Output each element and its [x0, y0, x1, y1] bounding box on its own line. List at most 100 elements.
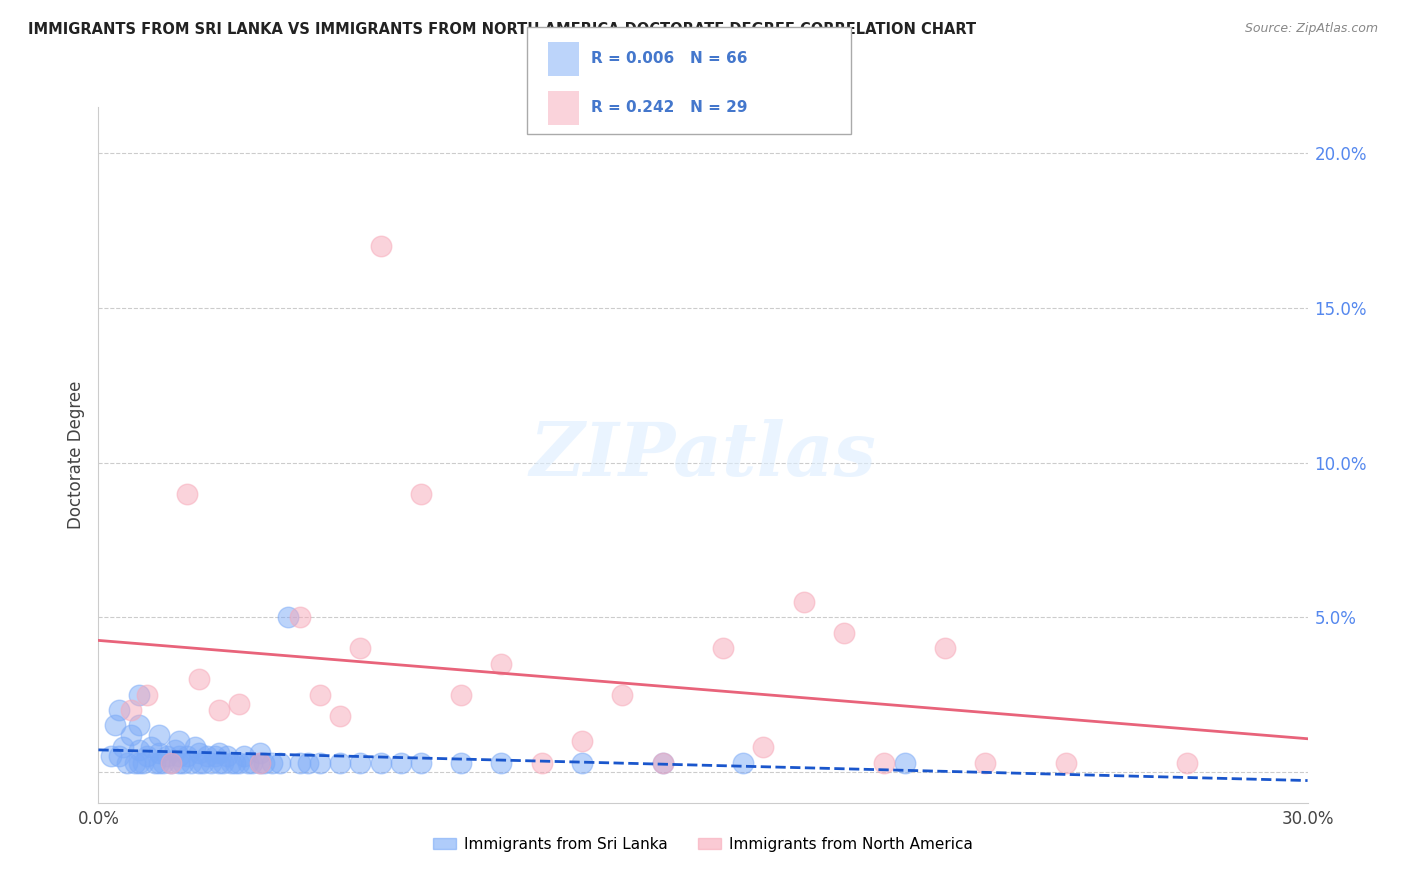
Point [120, 728, 142, 742]
Point [128, 756, 150, 770]
Point [260, 756, 283, 770]
Point [893, 756, 915, 770]
Point [128, 688, 150, 702]
Point [193, 756, 215, 770]
Point [491, 657, 513, 671]
Text: R = 0.242   N = 29: R = 0.242 N = 29 [591, 100, 747, 115]
Point [160, 756, 183, 770]
Point [297, 756, 319, 770]
Point [135, 688, 157, 702]
Point [228, 756, 250, 770]
Point [329, 709, 352, 723]
Point [1054, 756, 1077, 770]
Point [612, 688, 634, 702]
Text: ZIPatlas: ZIPatlas [530, 418, 876, 491]
Point [288, 610, 311, 624]
Text: Source: ZipAtlas.com: Source: ZipAtlas.com [1244, 22, 1378, 36]
Point [167, 749, 190, 764]
Point [115, 756, 138, 770]
Point [212, 756, 235, 770]
Point [132, 756, 155, 770]
Point [148, 747, 170, 761]
Point [733, 756, 755, 770]
Point [249, 747, 271, 761]
Point [974, 756, 997, 770]
Point [143, 756, 166, 770]
Point [120, 703, 142, 717]
Point [111, 740, 134, 755]
Point [249, 756, 271, 770]
Point [651, 756, 673, 770]
Point [184, 740, 207, 755]
Point [232, 749, 254, 764]
Point [208, 703, 231, 717]
Point [349, 641, 371, 656]
Point [103, 718, 125, 732]
Text: R = 0.006   N = 66: R = 0.006 N = 66 [591, 51, 747, 66]
Point [240, 756, 263, 770]
Point [1175, 756, 1198, 770]
Y-axis label: Doctorate Degree: Doctorate Degree [66, 381, 84, 529]
Point [389, 756, 412, 770]
Point [450, 756, 472, 770]
Point [329, 756, 352, 770]
Point [200, 756, 222, 770]
Point [107, 703, 129, 717]
Point [236, 756, 259, 770]
Point [873, 756, 896, 770]
Point [571, 756, 593, 770]
Point [107, 749, 129, 764]
Point [163, 743, 186, 757]
Point [309, 688, 332, 702]
Point [100, 749, 122, 764]
Point [139, 740, 162, 755]
Point [711, 641, 734, 656]
Text: IMMIGRANTS FROM SRI LANKA VS IMMIGRANTS FROM NORTH AMERICA DOCTORATE DEGREE CORR: IMMIGRANTS FROM SRI LANKA VS IMMIGRANTS … [28, 22, 976, 37]
Point [491, 756, 513, 770]
Point [832, 625, 855, 640]
Point [651, 756, 673, 770]
Point [128, 718, 150, 732]
Point [160, 756, 183, 770]
Point [195, 749, 218, 764]
Point [176, 486, 198, 500]
Point [167, 756, 190, 770]
Legend: Immigrants from Sri Lanka, Immigrants from North America: Immigrants from Sri Lanka, Immigrants fr… [427, 830, 979, 858]
Point [530, 756, 553, 770]
Point [148, 728, 170, 742]
Point [349, 756, 371, 770]
Point [409, 756, 432, 770]
Point [128, 743, 150, 757]
Point [188, 747, 211, 761]
Point [156, 749, 179, 764]
Point [228, 697, 250, 711]
Point [167, 734, 190, 748]
Point [269, 756, 291, 770]
Point [176, 749, 198, 764]
Point [752, 740, 775, 755]
Point [152, 756, 174, 770]
Point [208, 747, 231, 761]
Point [148, 756, 170, 770]
Point [180, 756, 202, 770]
Point [135, 749, 157, 764]
Point [221, 756, 243, 770]
Point [450, 688, 472, 702]
Point [288, 756, 311, 770]
Point [172, 756, 194, 770]
Point [309, 756, 332, 770]
Point [370, 239, 392, 253]
Point [224, 756, 246, 770]
Point [188, 756, 211, 770]
Point [188, 672, 211, 686]
Point [217, 749, 239, 764]
Point [204, 749, 226, 764]
Point [249, 756, 271, 770]
Point [793, 595, 815, 609]
Point [124, 756, 146, 770]
Point [253, 756, 276, 770]
Point [370, 756, 392, 770]
Point [277, 610, 299, 624]
Point [571, 734, 593, 748]
Point [208, 756, 231, 770]
